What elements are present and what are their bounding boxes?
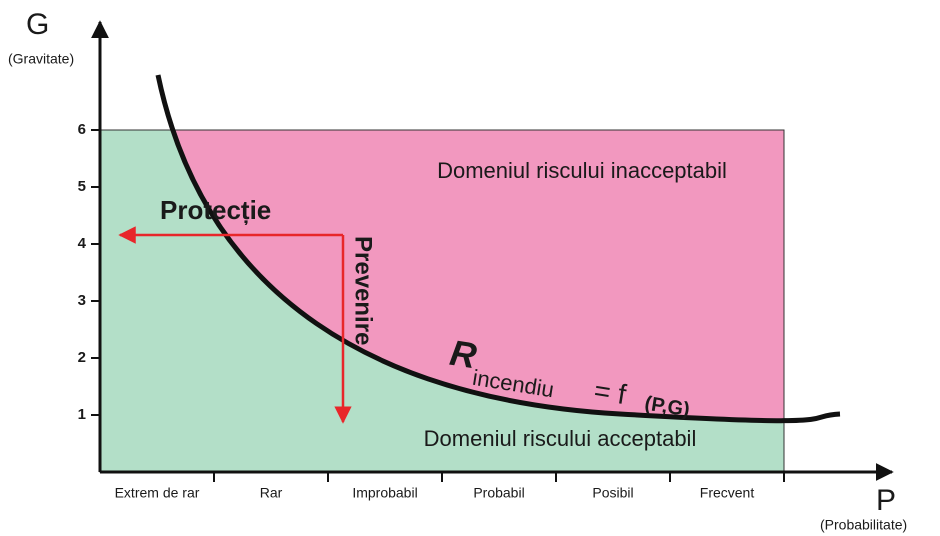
y-tick-label: 3: [78, 292, 86, 309]
x-tick-label: Probabil: [473, 485, 524, 501]
y-axis-symbol: G: [26, 8, 49, 41]
x-tick-label: Rar: [260, 485, 283, 501]
x-tick-label: Improbabil: [352, 485, 417, 501]
y-tick-label: 2: [78, 349, 86, 366]
protection-label: Protecție: [160, 195, 271, 225]
x-axis-symbol: P: [876, 484, 896, 517]
x-tick-label: Frecvent: [700, 485, 755, 501]
risk-curve: [155, 74, 841, 424]
y-tick-label: 6: [78, 121, 86, 138]
y-tick-label: 5: [78, 178, 86, 195]
curve-formula: = f: [592, 375, 629, 411]
unacceptable-region: [172, 130, 784, 421]
y-tick-label: 4: [78, 235, 87, 252]
y-tick-label: 1: [78, 406, 86, 423]
x-tick-label: Extrem de rar: [115, 485, 200, 501]
lower-region-label: Domeniul riscului acceptabil: [424, 426, 697, 451]
prevention-label: Prevenire: [350, 236, 377, 345]
upper-region-label: Domeniul riscului inacceptabil: [437, 158, 727, 183]
x-axis-name: (Probabilitate): [820, 517, 907, 533]
y-axis-name: (Gravitate): [8, 51, 74, 67]
x-tick-label: Posibil: [592, 485, 633, 501]
curve-symbol: R: [447, 332, 479, 377]
